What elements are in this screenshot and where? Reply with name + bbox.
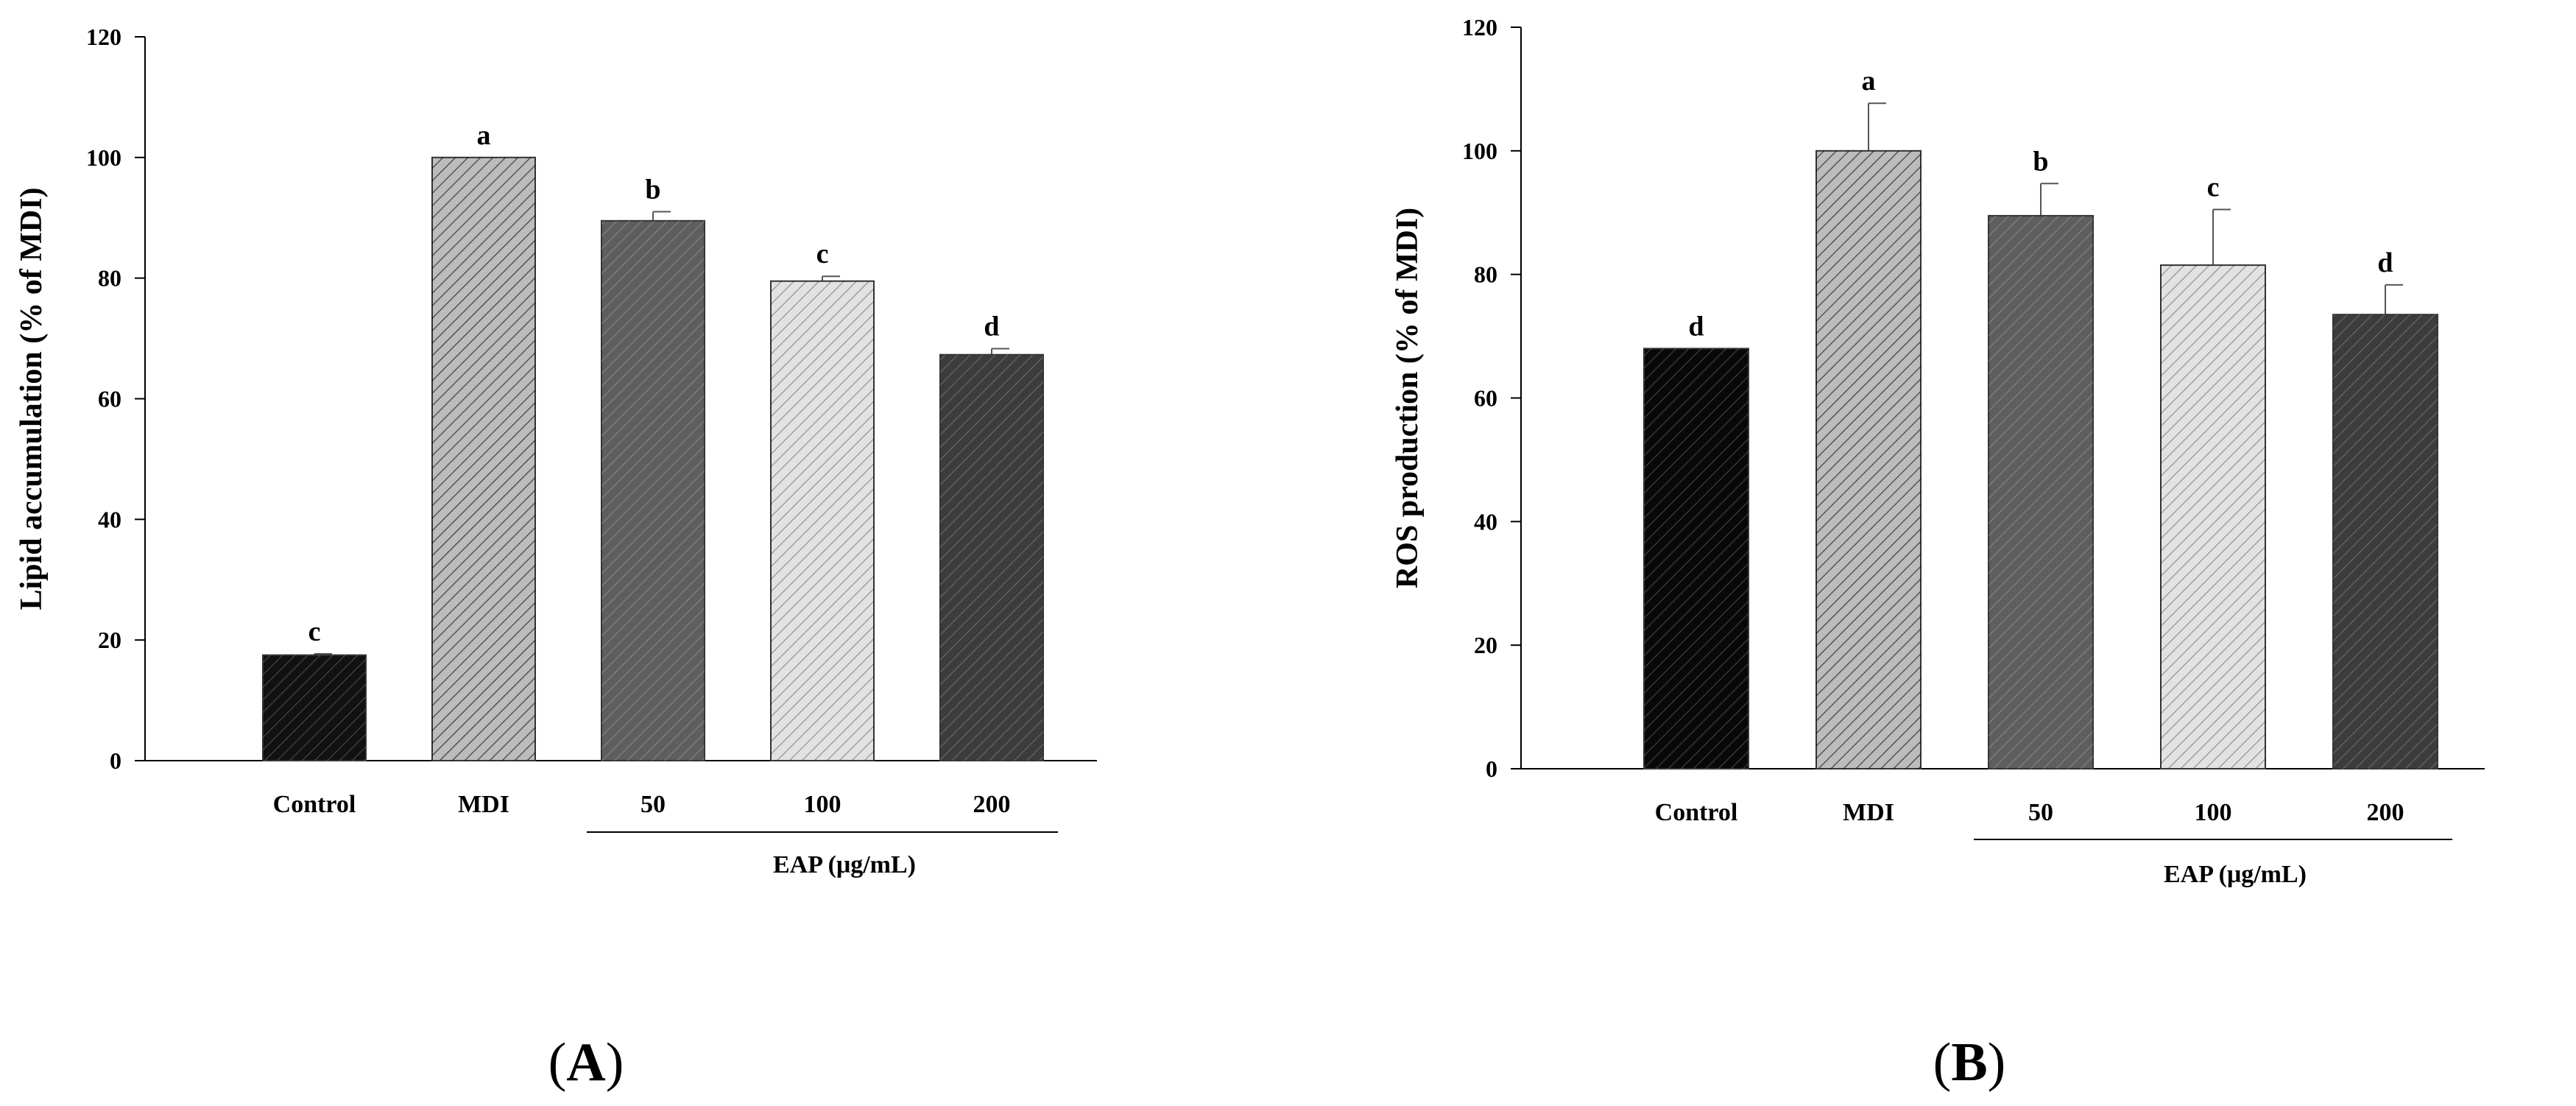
chart-b-y-tick-label: 80: [1474, 261, 1497, 288]
chart-a-y-tick-label: 40: [98, 506, 121, 532]
chart-b-y-tick-label: 0: [1486, 755, 1497, 782]
panel-label-a-open: (: [548, 1032, 567, 1093]
chart-a-y-tick-label: 0: [110, 747, 121, 774]
panel-label-a-letter: A: [566, 1032, 605, 1093]
chart-a-bar-hatch-200: [940, 354, 1043, 761]
chart-b-x-tick-label-200: 200: [2367, 799, 2404, 826]
chart-a-y-tick-label: 120: [86, 24, 121, 50]
chart-a-y-tick-label: 20: [98, 627, 121, 653]
chart-b-significance-control: d: [1688, 311, 1704, 342]
chart-b-significance-200: d: [2377, 247, 2393, 278]
chart-b-x-tick-label-50: 50: [2028, 799, 2053, 826]
chart-a-x-tick-label-50: 50: [641, 791, 666, 818]
chart-a-x-tick-label-100: 100: [804, 791, 841, 818]
chart-b-bar-hatch-100: [2161, 265, 2265, 769]
chart-a-y-axis-label: Lipid accumulation (% of MDI): [15, 187, 49, 610]
chart-b-y-tick-label: 100: [1462, 138, 1497, 164]
chart-b-group-label: EAP (μg/mL): [2164, 861, 2307, 888]
chart-b-x-tick-label-control: Control: [1655, 799, 1738, 826]
chart-a-bar-hatch-50: [601, 220, 705, 761]
panel-label-a: (A): [548, 1032, 624, 1093]
chart-b-significance-100: c: [2207, 172, 2220, 203]
chart-b-x-tick-label-mdi: MDI: [1843, 799, 1894, 826]
chart-b-y-tick-label: 120: [1462, 14, 1497, 40]
chart-a-significance-mdi: a: [477, 120, 491, 151]
chart-a-bar-hatch-mdi: [432, 157, 535, 761]
chart-a-significance-50: b: [645, 175, 660, 205]
chart-a-y-tick-label: 100: [86, 144, 121, 171]
chart-a-x-tick-label-200: 200: [973, 791, 1011, 818]
panel-label-b-open: (: [1933, 1032, 1952, 1093]
panel-label-b: (B): [1933, 1032, 2006, 1093]
chart-a-bar-hatch-control: [263, 655, 366, 761]
chart-b-bar-hatch-200: [2333, 314, 2438, 769]
chart-b-significance-50: b: [2033, 146, 2048, 177]
chart-a-group-label: EAP (μg/mL): [773, 851, 916, 878]
chart-b-y-tick-label: 20: [1474, 632, 1497, 658]
chart-a-x-tick-label-mdi: MDI: [458, 791, 509, 818]
chart-a-lipid-accumulation: 0 20 40 60 80 100 120 Lipid accumulation (% of …: [15, 24, 1097, 878]
panel-label-b-letter: B: [1951, 1032, 1987, 1093]
panel-label-b-close: ): [1988, 1032, 2006, 1093]
chart-a-bar-hatch-100: [771, 281, 874, 761]
chart-a-significance-control: c: [308, 616, 321, 647]
chart-b-bar-hatch-mdi: [1816, 150, 1921, 769]
chart-b-ros-production: 0 20 40 60 80 100 120 ROS production (% of MDI)…: [1391, 14, 2485, 888]
chart-a-significance-200: d: [984, 311, 999, 342]
chart-a-y-tick-label: 60: [98, 386, 121, 412]
chart-b-bar-hatch-control: [1644, 348, 1748, 769]
chart-b-significance-mdi: a: [1862, 66, 1876, 96]
chart-b-bar-hatch-50: [1989, 215, 2093, 769]
chart-a-y-tick-label: 80: [98, 265, 121, 292]
chart-a-x-tick-label-control: Control: [273, 791, 356, 818]
chart-b-x-tick-label-100: 100: [2195, 799, 2232, 826]
chart-b-y-tick-label: 40: [1474, 508, 1497, 535]
chart-b-y-axis-label: ROS production (% of MDI): [1391, 208, 1425, 588]
panel-label-a-close: ): [606, 1032, 624, 1093]
chart-a-significance-100: c: [816, 239, 829, 270]
chart-b-y-tick-label: 60: [1474, 385, 1497, 412]
